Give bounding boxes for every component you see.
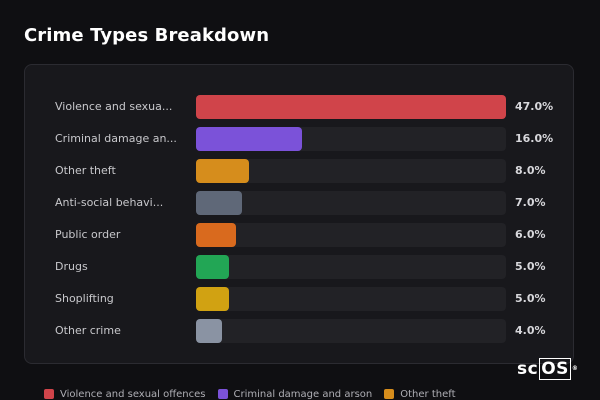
bar-track [196,223,506,247]
bar-value-label: 47.0% [515,100,554,113]
bar[interactable] [196,287,229,311]
logo-text-left: sc [517,359,539,379]
legend-item[interactable]: Criminal damage and arson [217,388,373,400]
bar-track [196,95,506,119]
bar-value-label: 5.0% [515,292,546,305]
bar[interactable] [196,319,222,343]
legend-swatch [217,389,228,399]
bar-track [196,255,506,279]
bar-value-label: 7.0% [515,196,546,209]
bar[interactable] [196,191,242,215]
bar-value-label: 6.0% [515,228,546,241]
logo-registered-mark: ® [571,365,579,372]
bar-value-label: 4.0% [515,324,546,337]
legend-label: Criminal damage and arson [233,388,373,400]
logo-text-boxed: OS [539,358,571,380]
legend-swatch [384,389,395,399]
bar-row: Drugs 5.0% [25,255,575,279]
bar-value-label: 8.0% [515,164,546,177]
legend-label: Violence and sexual offences [60,388,206,400]
bar-value-label: 16.0% [515,132,554,145]
bar-row: Other theft 8.0% [25,159,575,183]
bar[interactable] [196,95,506,119]
bar-row: Anti-social behavi... 7.0% [25,191,575,215]
bar[interactable] [196,127,302,151]
brand-logo: sc OS ® [517,358,579,380]
legend-item[interactable]: Violence and sexual offences [44,389,206,400]
bar-value-label: 5.0% [515,260,546,273]
bar-category-label: Other crime [55,324,121,337]
bar-track [196,127,506,151]
bar-row: Violence and sexua... 47.0% [25,95,575,119]
bar[interactable] [196,159,249,183]
bar-track [196,287,506,311]
bar-category-label: Anti-social behavi... [55,196,164,209]
bar[interactable] [196,255,229,279]
bar-track [196,159,506,183]
bar-category-label: Shoplifting [55,292,114,305]
chart-title: Crime Types Breakdown [24,25,270,46]
legend-label: Other theft [400,388,456,400]
bar-category-label: Public order [55,228,121,241]
bar-category-label: Drugs [55,260,88,273]
bar-category-label: Other theft [55,164,116,177]
bar-row: Other crime 4.0% [25,319,575,343]
bar-category-label: Violence and sexua... [55,100,173,113]
bar-row: Criminal damage an... 16.0% [25,127,575,151]
chart-card: Violence and sexua... 47.0% Criminal damag… [24,64,574,364]
chart-legend: Violence and sexual offences Criminal dam… [44,387,468,400]
legend-swatch [44,389,54,399]
bar-row: Shoplifting 5.0% [25,287,575,311]
bar[interactable] [196,223,236,247]
bar-category-label: Criminal damage an... [55,132,177,145]
legend-item[interactable]: Other theft [384,388,456,400]
bar-row: Public order 6.0% [25,223,575,247]
bar-track [196,319,506,343]
bar-track [196,191,506,215]
